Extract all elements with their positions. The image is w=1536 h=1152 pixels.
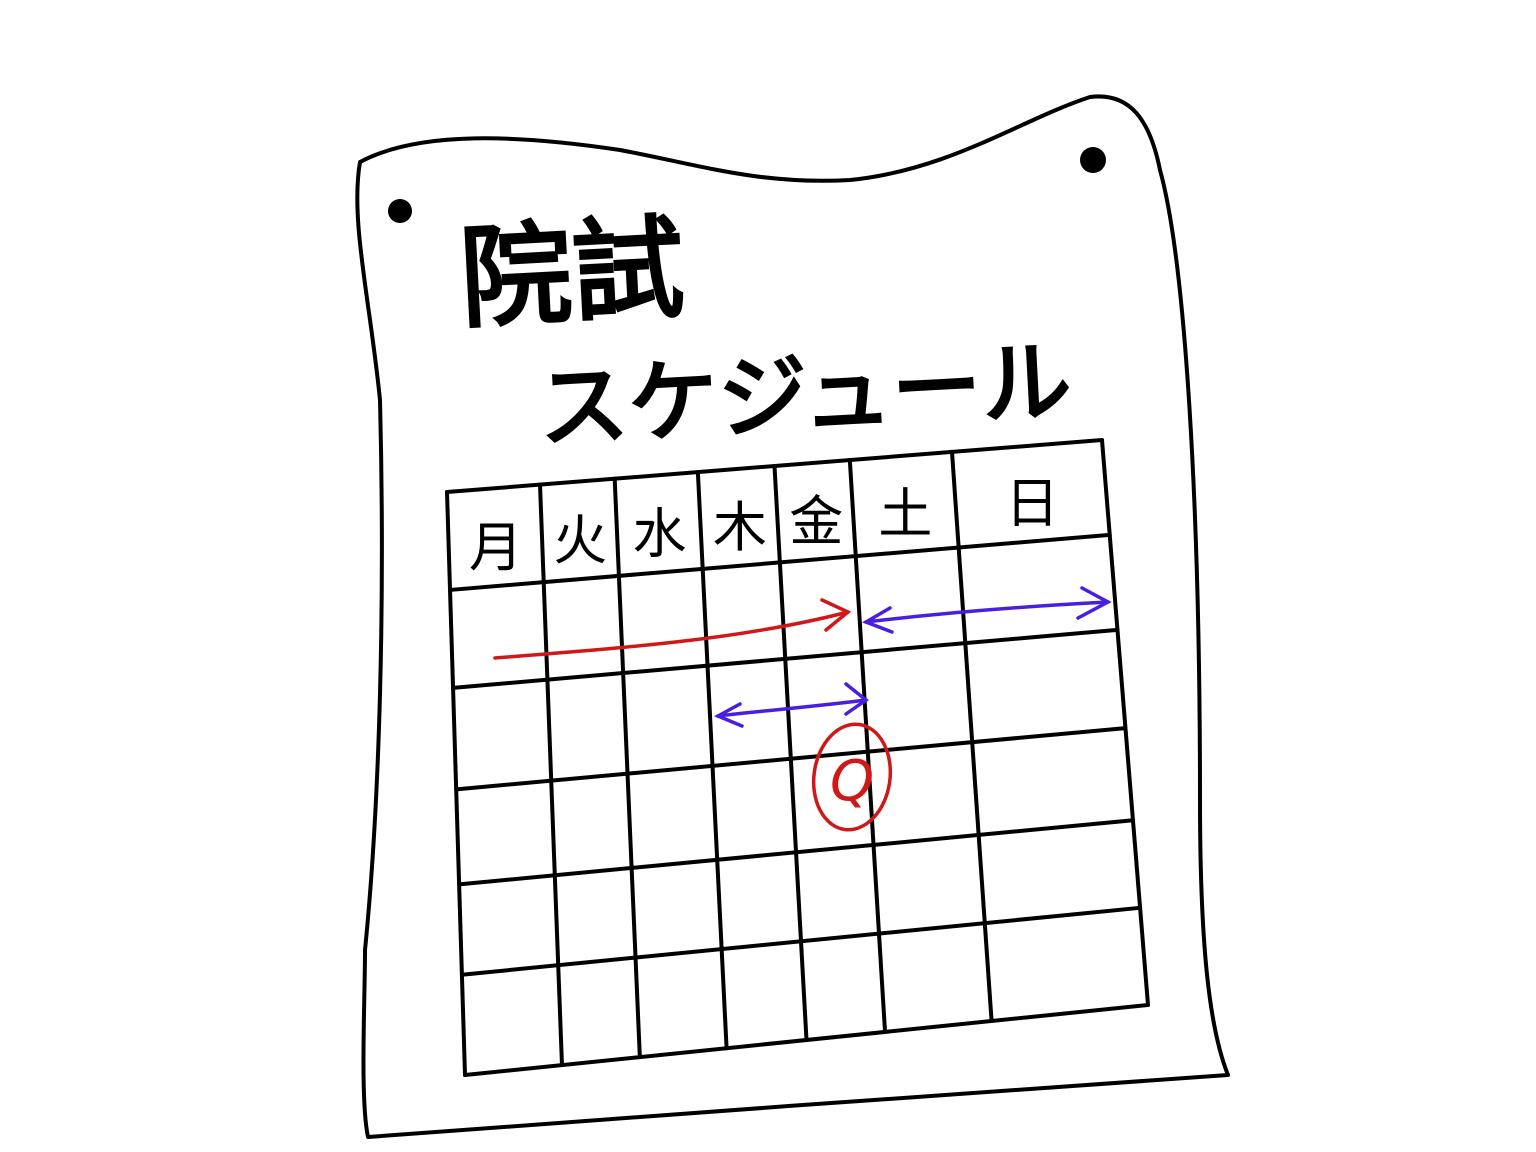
red-arrow-icon <box>493 598 852 660</box>
grid-column-line <box>538 482 564 1068</box>
weekday-tue: 火 <box>553 509 607 572</box>
grid-column-line <box>612 476 642 1060</box>
poster-title-line1: 院試 <box>457 203 687 345</box>
poster-title-line2: スケジュール <box>536 329 1074 462</box>
weekday-wed: 水 <box>633 503 687 566</box>
grid-column-line <box>847 458 888 1034</box>
blue-double-arrow-icon <box>713 682 869 728</box>
grid-column-line <box>950 449 994 1024</box>
circle-mark-icon: Q <box>811 722 893 832</box>
weekday-fri: 金 <box>789 490 843 553</box>
pin-dot-icon <box>1080 147 1106 173</box>
grid-column-line <box>445 490 467 1077</box>
grid-column-line <box>772 464 809 1042</box>
blue-double-arrow-icon <box>861 586 1112 634</box>
weekday-sun: 日 <box>1005 472 1059 535</box>
weekday-thu: 木 <box>713 496 767 559</box>
weekday-mon: 月 <box>469 516 523 579</box>
pin-dot-icon <box>388 199 412 223</box>
weekday-header: 月 火 水 木 金 土 日 <box>469 472 1059 579</box>
grid-column-line <box>1100 438 1150 1007</box>
circled-mark-text: Q <box>830 749 874 814</box>
weekday-sat: 土 <box>878 482 932 545</box>
grid-column-line <box>695 470 729 1051</box>
calendar-grid <box>445 438 1150 1077</box>
paper-outline <box>355 94 1230 1139</box>
